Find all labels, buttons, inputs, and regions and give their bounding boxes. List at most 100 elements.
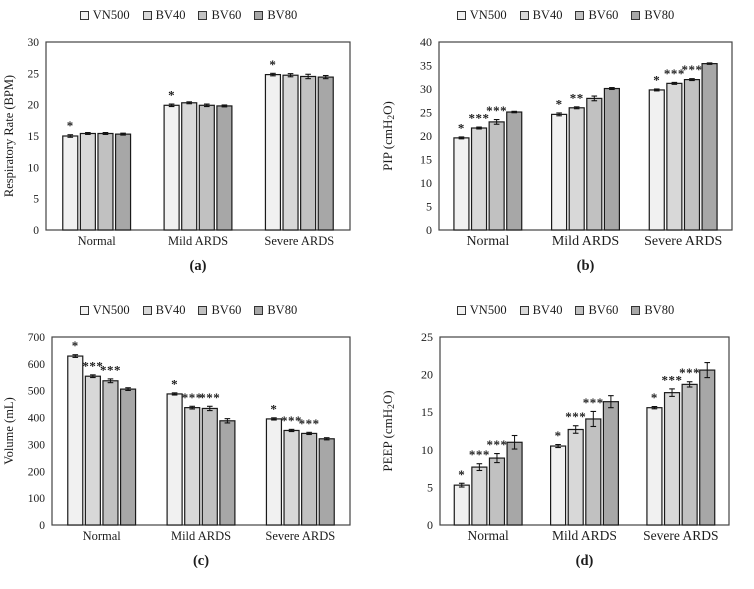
bar-bv40-mild-ards (181, 102, 198, 231)
legend-swatch-vn500-icon (79, 11, 89, 20)
significance-marker: *** (199, 390, 220, 405)
legend-item-vn500: VN500 (79, 8, 130, 23)
legend-swatch-bv40-icon (519, 306, 529, 315)
significance-marker: * (270, 401, 277, 416)
bar-bv40-normal (84, 375, 101, 526)
bar-bv40-severe-ards (663, 392, 681, 526)
legend-item-vn500: VN500 (456, 304, 507, 317)
significance-marker: *** (469, 447, 490, 462)
significance-marker: *** (100, 362, 121, 377)
x-category-label: Severe ARDS (265, 529, 335, 543)
y-tick-label: 25 (28, 68, 40, 80)
legend-swatch-bv40-icon (519, 11, 529, 20)
y-tick-label: 20 (28, 100, 40, 112)
chart-panel-d: VN500 BV40 BV60 BV80 0 5 10 15 20 25 PEEP (cmH2O) *… (377, 295, 754, 589)
legend: VN500 BV40 BV60 BV80 (0, 295, 377, 321)
legend-label: BV60 (211, 303, 242, 318)
bar-bv80-severe-ards (699, 369, 716, 526)
bar-bv80-mild-ards (216, 105, 233, 231)
significance-marker: * (458, 467, 465, 482)
significance-marker: * (171, 376, 178, 391)
bar-vn500-severe-ards (264, 73, 282, 231)
legend-label: BV60 (588, 8, 619, 23)
bar-bv60-normal (97, 132, 114, 231)
subfigure-caption-d: (d) (575, 553, 594, 569)
y-tick-label: 25 (420, 106, 432, 120)
legend-label: BV80 (267, 303, 298, 318)
significance-marker: *** (82, 358, 103, 373)
significance-marker: *** (281, 413, 302, 428)
bar-bv80-severe-ards (701, 63, 718, 231)
subfigure-caption-b: (b) (576, 258, 595, 274)
bar-bv60-mild-ards (586, 97, 603, 231)
legend: VN500 BV40 BV60 BV80 (0, 0, 377, 26)
legend-item-bv40: BV40 (142, 304, 185, 317)
y-axis-label: PEEP (cmH2O) (380, 390, 397, 471)
y-tick-label: 25 (421, 330, 433, 344)
bar-vn500-mild-ards (550, 445, 567, 526)
y-tick-label: 15 (420, 153, 432, 167)
bar-bv40-severe-ards (282, 74, 299, 231)
y-tick-label: 0 (39, 520, 45, 532)
legend-label: VN500 (92, 8, 130, 23)
bar-bv80-severe-ards (318, 438, 335, 526)
x-category-label: Mild ARDS (171, 529, 231, 543)
significance-marker: * (555, 428, 562, 443)
legend-swatch-bv80-icon (254, 306, 264, 315)
bar-bv40-severe-ards (666, 82, 683, 231)
significance-marker: *** (486, 437, 507, 452)
bar-bv60-severe-ards (300, 75, 317, 231)
bar-bv80-normal (506, 441, 523, 526)
x-category-label: Normal (466, 234, 509, 249)
legend-item-bv80: BV80 (254, 9, 297, 22)
plot-area (438, 41, 733, 231)
legend-swatch-bv80-icon (254, 11, 264, 20)
bar-vn500-normal (67, 355, 84, 526)
x-category-label: Severe ARDS (264, 234, 334, 248)
y-tick-label: 5 (426, 200, 432, 214)
y-tick-label: 20 (421, 368, 433, 382)
bar-bv40-normal (470, 127, 488, 231)
legend-item-bv80: BV80 (254, 304, 297, 317)
chart-panel-b: VN500 BV40 BV60 BV80 0 5 10 15 20 25 30 35 40 PIP (cm… (377, 0, 754, 295)
y-tick-label: 15 (421, 405, 433, 419)
significance-marker: *** (299, 416, 320, 431)
bar-bv40-mild-ards (567, 428, 584, 526)
y-axis-label: Volume (mL) (2, 397, 16, 464)
plot-area (51, 336, 351, 526)
subfigure-caption-c: (c) (192, 553, 210, 569)
legend-swatch-vn500-icon (79, 306, 89, 315)
legend-label: BV60 (211, 8, 242, 23)
legend-swatch-vn500-icon (456, 11, 466, 20)
legend-item-bv60: BV60 (198, 9, 241, 22)
legend-label: BV40 (532, 303, 563, 318)
y-tick-label: 35 (420, 59, 432, 73)
bar-bv60-normal (488, 457, 506, 526)
significance-marker: * (556, 96, 563, 111)
legend-item-bv60: BV60 (198, 304, 241, 317)
bar-vn500-normal (453, 137, 470, 231)
y-tick-label: 40 (420, 35, 432, 49)
legend-label: BV40 (532, 8, 563, 23)
legend-item-bv40: BV40 (142, 9, 185, 22)
legend-label: BV80 (644, 8, 675, 23)
y-tick-label: 400 (28, 413, 46, 425)
significance-marker: *** (469, 111, 490, 126)
bar-vn500-mild-ards (551, 113, 568, 231)
y-tick-label: 100 (28, 493, 46, 505)
y-tick-label: 0 (33, 225, 39, 237)
significance-marker: * (651, 390, 658, 405)
x-category-label: Normal (468, 528, 509, 543)
bar-bv60-mild-ards (585, 418, 602, 526)
bar-vn500-mild-ards (163, 104, 180, 231)
significance-marker: *** (486, 103, 507, 118)
legend-swatch-bv40-icon (142, 11, 152, 20)
significance-marker: * (72, 338, 79, 353)
x-category-label: Normal (78, 234, 117, 248)
bar-vn500-severe-ards (265, 418, 283, 526)
bar-bv80-normal (506, 111, 523, 231)
legend-item-bv60: BV60 (575, 304, 618, 317)
y-tick-label: 10 (420, 176, 432, 190)
